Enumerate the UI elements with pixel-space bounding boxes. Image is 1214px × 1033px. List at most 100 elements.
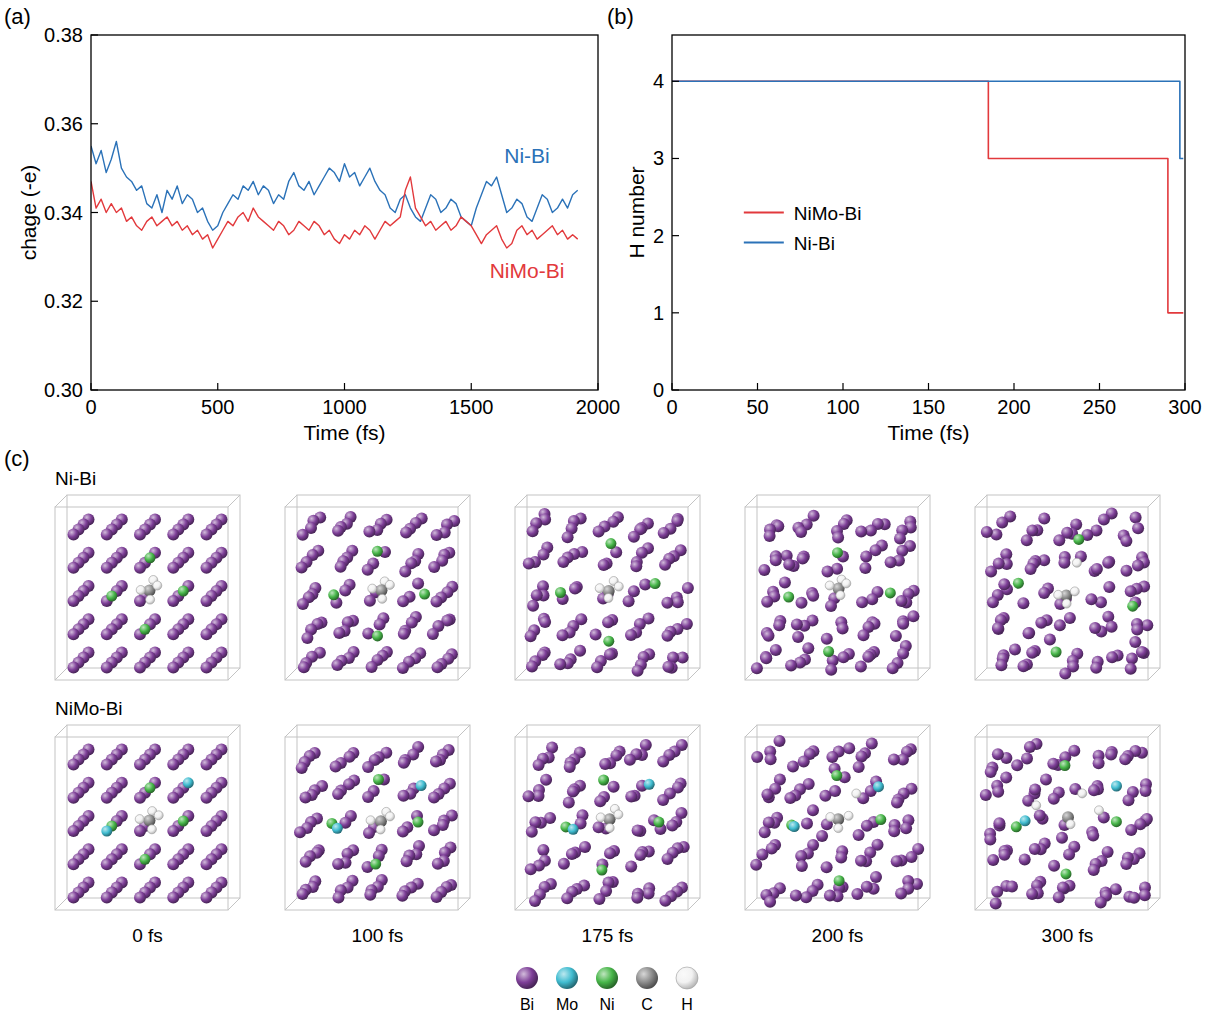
atom [1048, 860, 1060, 872]
atom [574, 645, 586, 657]
cell-box [745, 507, 918, 680]
atom [1021, 752, 1033, 764]
atom [657, 755, 669, 767]
atom [567, 786, 579, 798]
atom [984, 834, 996, 846]
atom [873, 781, 884, 792]
atom [614, 810, 623, 819]
atom [1087, 830, 1099, 842]
series-group [672, 81, 1183, 313]
cell-box [55, 507, 228, 680]
cell-box [285, 737, 458, 910]
atom [1093, 757, 1105, 769]
atom-legend-swatch [676, 967, 698, 989]
atom [1066, 820, 1075, 829]
snapshot [55, 725, 240, 910]
atom [397, 662, 409, 674]
atom [591, 661, 603, 673]
atom [783, 592, 794, 603]
row-label: Ni-Bi [55, 468, 96, 489]
atom [300, 792, 312, 804]
cell-edge [458, 668, 470, 680]
atom [996, 517, 1008, 529]
atom [1023, 627, 1035, 639]
atom [981, 526, 993, 538]
cell-box [757, 725, 930, 898]
atom [1018, 660, 1030, 672]
atom [1105, 749, 1117, 761]
atom [296, 762, 308, 774]
atom [1127, 601, 1138, 612]
atom [1126, 653, 1138, 665]
atom [999, 849, 1011, 861]
atom [1009, 643, 1021, 655]
atom [368, 584, 377, 593]
y-tick-label: 0 [653, 379, 664, 401]
atom [825, 600, 837, 612]
atom [593, 893, 605, 905]
atom [1106, 651, 1118, 663]
atom [539, 616, 551, 628]
atom [68, 562, 80, 574]
atom [855, 525, 867, 537]
x-tick-label: 50 [746, 396, 768, 418]
atom [374, 619, 386, 631]
atom [855, 855, 867, 867]
atom [784, 792, 796, 804]
cell-box [745, 737, 918, 910]
atom [751, 751, 763, 763]
atom [297, 529, 309, 541]
atom [201, 529, 213, 541]
x-tick-label: 500 [201, 396, 234, 418]
panel-letter: (b) [607, 4, 634, 29]
atom [1121, 565, 1133, 577]
atom [1051, 647, 1062, 658]
atom [653, 817, 664, 828]
atom [68, 628, 80, 640]
x-tick-label: 250 [1083, 396, 1116, 418]
atom [201, 662, 213, 674]
atom [68, 759, 80, 771]
atom [68, 825, 80, 837]
time-label: 300 fs [1042, 925, 1094, 946]
atom [596, 865, 607, 876]
cell-edge [55, 725, 67, 737]
x-tick [90, 383, 91, 390]
atom [1136, 646, 1148, 658]
atom [558, 858, 570, 870]
cell-edge [228, 668, 240, 680]
atom [525, 630, 537, 642]
atom [1062, 599, 1071, 608]
figure: 05001000150020000.300.320.340.360.38Time… [0, 0, 1214, 1033]
atom [888, 753, 900, 765]
atom [1029, 843, 1041, 855]
atom [659, 895, 671, 907]
atom [1032, 801, 1041, 810]
atom [101, 628, 113, 640]
atom [832, 532, 844, 544]
atom [399, 566, 411, 578]
atom [167, 662, 179, 674]
atom [332, 858, 344, 870]
atom [145, 552, 156, 563]
atom [1072, 558, 1081, 567]
cell-edge [458, 725, 470, 737]
cell-box [987, 725, 1160, 898]
atom [764, 896, 776, 908]
atom [1024, 741, 1036, 753]
atom [527, 600, 539, 612]
atom [887, 662, 899, 674]
atom [401, 855, 413, 867]
atom [1011, 759, 1023, 771]
x-tick-label: 0 [666, 396, 677, 418]
cell-edge [55, 668, 67, 680]
atom [1053, 534, 1065, 546]
panel-letter: (a) [4, 4, 31, 29]
atom [894, 532, 906, 544]
cell-edge [285, 668, 297, 680]
atom [796, 597, 808, 609]
atom [859, 562, 871, 574]
atom [750, 859, 762, 871]
cell-edge [918, 495, 930, 507]
atom [296, 562, 308, 574]
